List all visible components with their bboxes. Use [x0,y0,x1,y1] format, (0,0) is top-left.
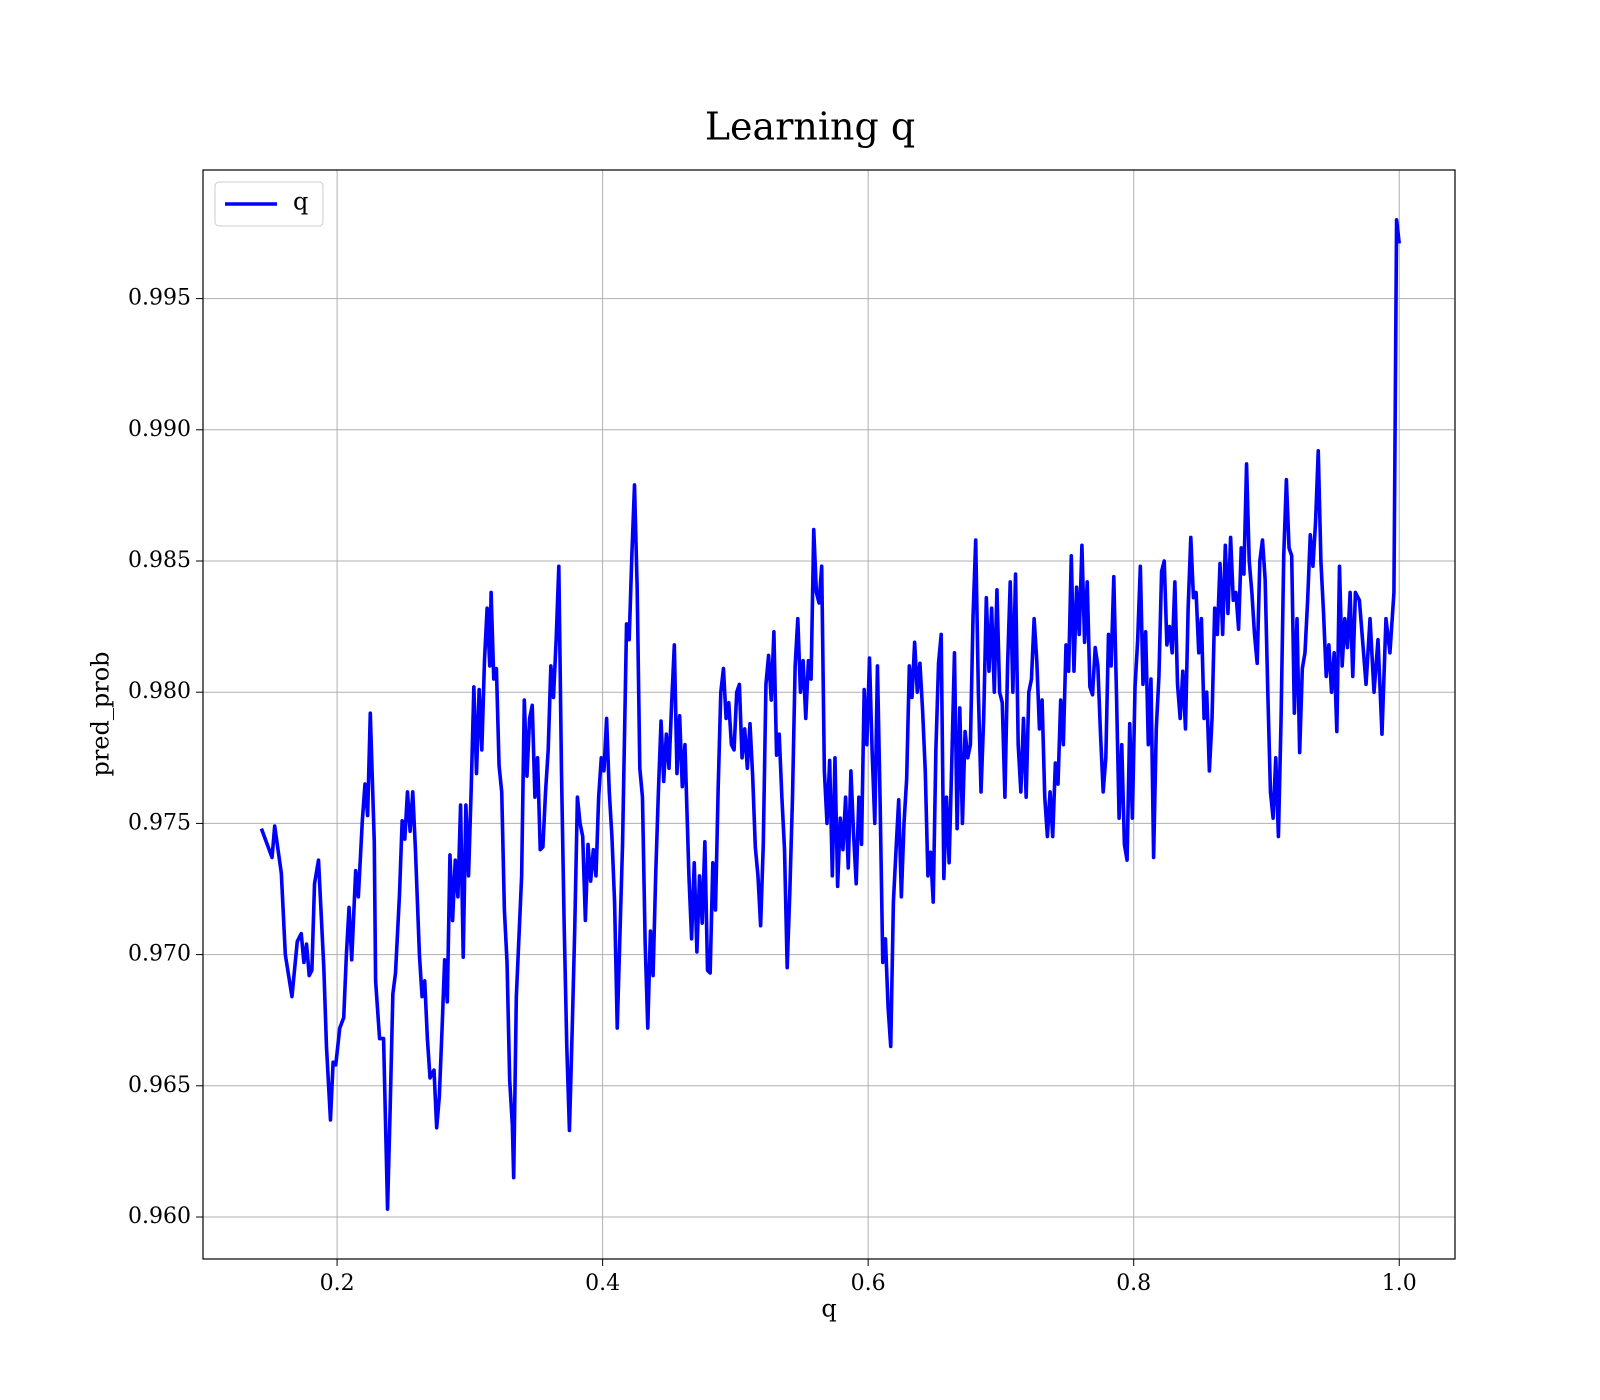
y-tick-label: 0.980 [128,679,191,704]
data-line [259,218,1402,1211]
chart-title: Learning q [705,105,915,149]
x-axis-label: q [821,1295,836,1323]
y-tick-label: 0.970 [128,942,191,967]
y-tick-label: 0.985 [128,548,191,573]
y-tick-label: 0.995 [128,286,191,311]
x-tick-label: 0.8 [1116,1271,1151,1296]
x-tick-label: 0.4 [585,1271,620,1296]
y-tick-label: 0.960 [128,1204,191,1229]
y-tick-label: 0.965 [128,1073,191,1098]
y-tick-label: 0.990 [128,417,191,442]
x-tick-label: 0.2 [320,1271,355,1296]
legend-label: q [293,188,308,216]
plot-frame [202,169,1456,1260]
x-tick-label: 0.6 [851,1271,886,1296]
y-tick-label: 0.975 [128,810,191,835]
x-tick-label: 1.0 [1382,1271,1417,1296]
y-axis-label: pred_prob [87,651,115,776]
